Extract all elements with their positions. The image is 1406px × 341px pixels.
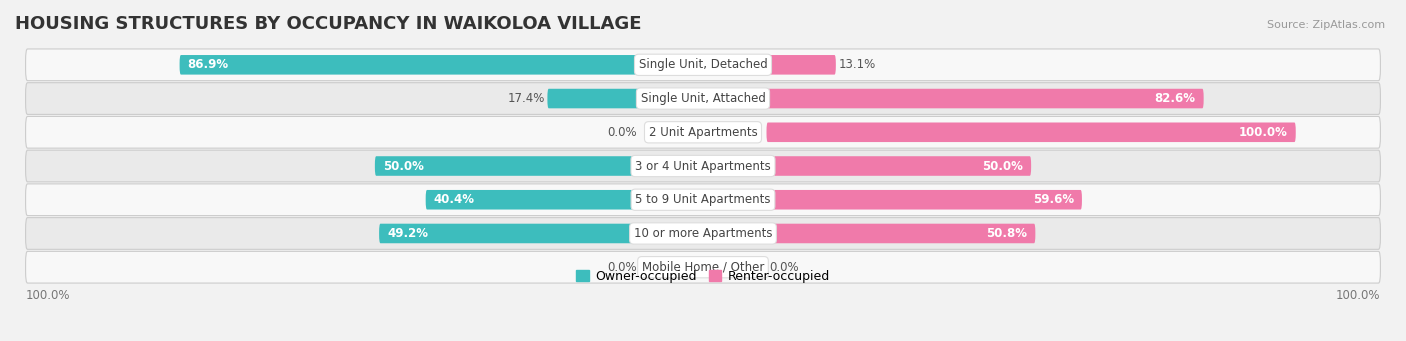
FancyBboxPatch shape xyxy=(766,156,1031,176)
Text: 50.8%: 50.8% xyxy=(987,227,1028,240)
Text: 13.1%: 13.1% xyxy=(838,58,876,71)
Text: Source: ZipAtlas.com: Source: ZipAtlas.com xyxy=(1267,20,1385,30)
FancyBboxPatch shape xyxy=(766,122,1296,142)
FancyBboxPatch shape xyxy=(25,49,1381,81)
Text: 50.0%: 50.0% xyxy=(983,160,1024,173)
FancyBboxPatch shape xyxy=(766,190,1083,209)
FancyBboxPatch shape xyxy=(25,150,1381,182)
Text: Single Unit, Detached: Single Unit, Detached xyxy=(638,58,768,71)
FancyBboxPatch shape xyxy=(180,55,640,75)
Text: 86.9%: 86.9% xyxy=(187,58,229,71)
Text: 0.0%: 0.0% xyxy=(769,261,799,274)
FancyBboxPatch shape xyxy=(25,83,1381,114)
Text: Mobile Home / Other: Mobile Home / Other xyxy=(641,261,765,274)
Text: 40.4%: 40.4% xyxy=(433,193,475,206)
Text: 100.0%: 100.0% xyxy=(25,289,70,302)
Text: 10 or more Apartments: 10 or more Apartments xyxy=(634,227,772,240)
Text: Single Unit, Attached: Single Unit, Attached xyxy=(641,92,765,105)
Text: 100.0%: 100.0% xyxy=(1239,126,1288,139)
Text: HOUSING STRUCTURES BY OCCUPANCY IN WAIKOLOA VILLAGE: HOUSING STRUCTURES BY OCCUPANCY IN WAIKO… xyxy=(15,15,641,33)
FancyBboxPatch shape xyxy=(766,224,1035,243)
Text: 3 or 4 Unit Apartments: 3 or 4 Unit Apartments xyxy=(636,160,770,173)
FancyBboxPatch shape xyxy=(25,116,1381,148)
Legend: Owner-occupied, Renter-occupied: Owner-occupied, Renter-occupied xyxy=(571,265,835,288)
Text: 0.0%: 0.0% xyxy=(607,261,637,274)
FancyBboxPatch shape xyxy=(380,224,640,243)
Text: 0.0%: 0.0% xyxy=(607,126,637,139)
Text: 100.0%: 100.0% xyxy=(1336,289,1381,302)
FancyBboxPatch shape xyxy=(25,218,1381,249)
Text: 5 to 9 Unit Apartments: 5 to 9 Unit Apartments xyxy=(636,193,770,206)
Text: 49.2%: 49.2% xyxy=(387,227,427,240)
Text: 50.0%: 50.0% xyxy=(382,160,423,173)
FancyBboxPatch shape xyxy=(547,89,640,108)
Text: 82.6%: 82.6% xyxy=(1154,92,1195,105)
FancyBboxPatch shape xyxy=(375,156,640,176)
FancyBboxPatch shape xyxy=(766,89,1204,108)
Text: 17.4%: 17.4% xyxy=(508,92,544,105)
Text: 2 Unit Apartments: 2 Unit Apartments xyxy=(648,126,758,139)
Text: 59.6%: 59.6% xyxy=(1033,193,1074,206)
FancyBboxPatch shape xyxy=(25,251,1381,283)
FancyBboxPatch shape xyxy=(766,55,835,75)
FancyBboxPatch shape xyxy=(25,184,1381,216)
FancyBboxPatch shape xyxy=(426,190,640,209)
